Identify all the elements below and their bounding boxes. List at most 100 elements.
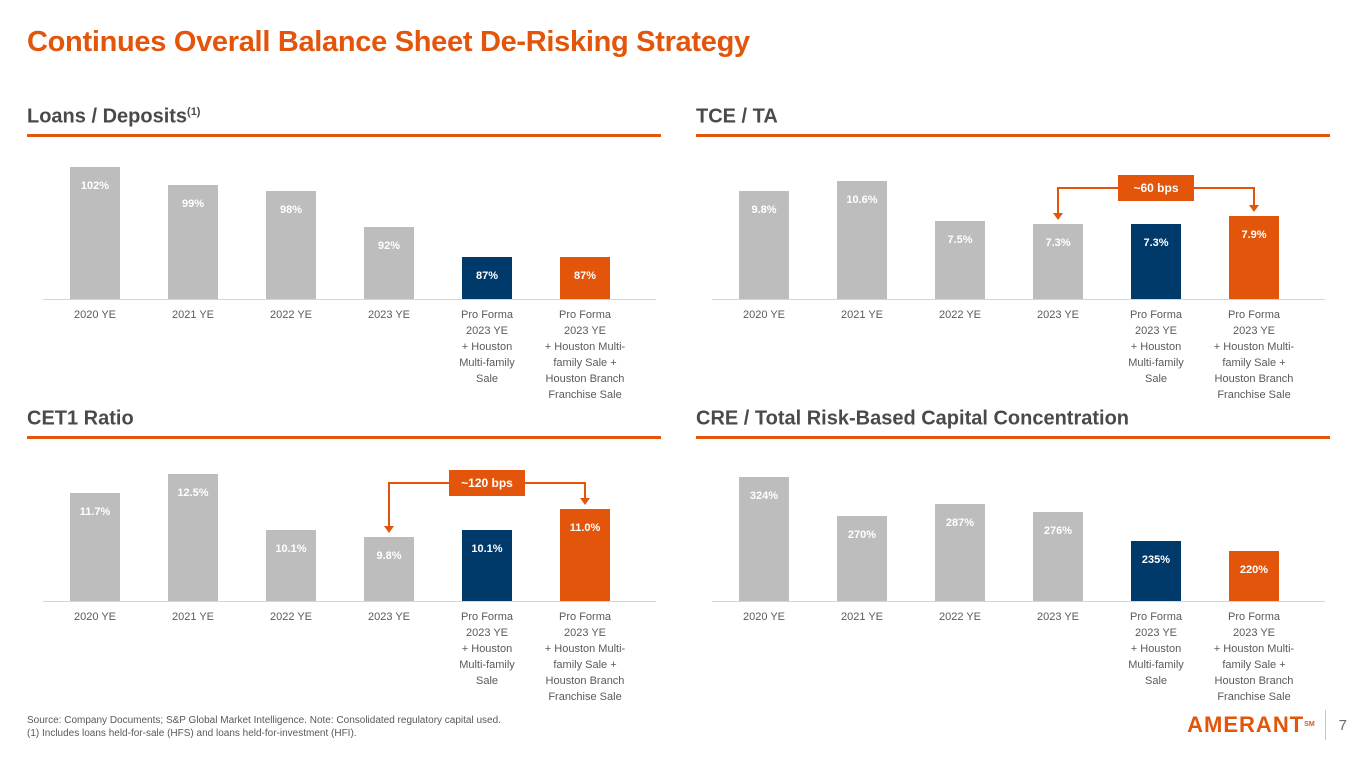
bar: 10.1% xyxy=(462,529,512,601)
x-axis-labels: 2020 YE 2021 YE 2022 YE 2023 YE Pro Forma 202… xyxy=(43,609,661,707)
bar: 9.8% xyxy=(739,190,789,299)
x-axis-labels: 2020 YE 2021 YE 2022 YE 2023 YE Pro Forma 202… xyxy=(712,307,1330,405)
logo-sm-mark: SM xyxy=(1304,721,1315,728)
x-axis-label: 2023 YE xyxy=(1036,308,1079,321)
bar: 276% xyxy=(1033,511,1083,601)
source-note: Source: Company Documents; S&P Global Ma… xyxy=(27,714,501,740)
x-axis-label: Pro Forma 2023 YE + Houston Multi-family Sal… xyxy=(1128,308,1184,385)
x-axis-label: Pro Forma 2023 YE + Houston Multi-family S… xyxy=(1213,308,1295,401)
bar-value-label: 87% xyxy=(475,269,499,282)
slide-title: Continues Overall Balance Sheet De-Riski… xyxy=(27,26,750,58)
bar: 12.5% xyxy=(168,473,218,601)
bar: 92% xyxy=(364,226,414,299)
x-axis-labels: 2020 YE 2021 YE 2022 YE 2023 YE Pro Forma 202… xyxy=(712,609,1330,707)
arrow-down-icon xyxy=(580,497,590,505)
bar-value-label: 11.7% xyxy=(79,505,111,518)
section-underline xyxy=(696,133,1330,137)
source-line-2: (1) Includes loans held-for-sale (HFS) a… xyxy=(27,728,357,739)
x-axis-label: 2020 YE xyxy=(73,610,116,623)
x-axis-line xyxy=(43,298,656,300)
bar: 10.6% xyxy=(837,180,887,299)
x-axis-label: 2020 YE xyxy=(73,308,116,321)
x-axis-labels: 2020 YE 2021 YE 2022 YE 2023 YE Pro Forma 202… xyxy=(43,307,661,405)
annotation-badge: ~60 bps xyxy=(1118,174,1194,201)
x-axis-label: 2023 YE xyxy=(367,308,410,321)
x-axis-label: 2021 YE xyxy=(840,610,883,623)
bar-value-label: 287% xyxy=(945,516,975,529)
chart-panel-tce-ta: TCE / TA 9.8% 10.6% 7.5% 7.3% 7.3% 7.9% ~60 bp… xyxy=(696,99,1330,405)
bar-value-label: 9.8% xyxy=(751,203,777,216)
bar: 11.7% xyxy=(70,492,120,601)
bar-value-label: 276% xyxy=(1043,524,1073,537)
chart-title: CET1 Ratio xyxy=(27,407,134,430)
x-axis-label: 2020 YE xyxy=(742,610,785,623)
bar: 270% xyxy=(837,515,887,601)
bar-value-label: 270% xyxy=(847,528,877,541)
bar: 7.3% xyxy=(1033,223,1083,299)
chart-panel-loans-deposits: Loans / Deposits(1) 102% 99% 98% 92% 87% 87% … xyxy=(27,99,661,405)
bar: 87% xyxy=(462,256,512,299)
bar: 7.9% xyxy=(1229,215,1279,299)
bar-value-label: 7.5% xyxy=(947,233,973,246)
bar: 287% xyxy=(935,503,985,601)
x-axis-label: 2023 YE xyxy=(367,610,410,623)
footnote-marker: (1) xyxy=(187,106,201,118)
section-header: CET1 Ratio xyxy=(27,401,661,432)
x-axis-line xyxy=(43,600,656,602)
bar-chart-plot: 11.7% 12.5% 10.1% 9.8% 10.1% 11.0% ~120 bps xyxy=(43,460,659,602)
page-number: 7 xyxy=(1338,716,1347,734)
bar: 10.1% xyxy=(266,529,316,601)
bar: 7.5% xyxy=(935,220,985,299)
x-axis-line xyxy=(712,600,1325,602)
bar: 324% xyxy=(739,476,789,601)
section-header: TCE / TA xyxy=(696,99,1330,130)
bar: 98% xyxy=(266,190,316,299)
bar-value-label: 9.8% xyxy=(376,549,402,562)
x-axis-label: 2021 YE xyxy=(171,308,214,321)
bar-value-label: 102% xyxy=(80,179,110,192)
chart-panel-cre-concentration: CRE / Total Risk-Based Capital Concentra… xyxy=(696,401,1330,707)
bar: 99% xyxy=(168,184,218,299)
bar: 9.8% xyxy=(364,536,414,601)
bar-chart-plot: 102% 99% 98% 92% 87% 87% xyxy=(43,158,659,300)
bar: 235% xyxy=(1131,540,1181,601)
x-axis-label: 2022 YE xyxy=(938,610,981,623)
bar: 87% xyxy=(560,256,610,299)
bar-value-label: 7.3% xyxy=(1045,236,1071,249)
annotation-line xyxy=(1057,186,1059,213)
x-axis-label: 2022 YE xyxy=(938,308,981,321)
x-axis-label: Pro Forma 2023 YE + Houston Multi-family Sal… xyxy=(459,610,515,687)
bar-value-label: 10.1% xyxy=(275,542,307,555)
chart-title: Loans / Deposits xyxy=(27,105,188,128)
bar-chart-plot: 324% 270% 287% 276% 235% 220% xyxy=(712,460,1328,602)
footer-brand: AMERANT SM 7 xyxy=(1187,710,1347,740)
x-axis-label: Pro Forma 2023 YE + Houston Multi-family S… xyxy=(544,610,626,703)
x-axis-label: Pro Forma 2023 YE + Houston Multi-family S… xyxy=(1213,610,1295,703)
x-axis-label: Pro Forma 2023 YE + Houston Multi-family Sal… xyxy=(1128,610,1184,687)
chart-title: TCE / TA xyxy=(696,105,778,128)
x-axis-label: 2021 YE xyxy=(840,308,883,321)
x-axis-label: 2020 YE xyxy=(742,308,785,321)
x-axis-label: 2022 YE xyxy=(269,308,312,321)
arrow-down-icon xyxy=(1249,204,1259,212)
x-axis-line xyxy=(712,298,1325,300)
bar-value-label: 324% xyxy=(749,489,779,502)
bar-value-label: 99% xyxy=(181,197,205,210)
section-header: Loans / Deposits(1) xyxy=(27,99,661,130)
section-header: CRE / Total Risk-Based Capital Concentra… xyxy=(696,401,1330,432)
section-underline xyxy=(27,435,661,439)
bar-value-label: 98% xyxy=(279,203,303,216)
bar-value-label: 7.9% xyxy=(1241,228,1267,241)
bar-value-label: 92% xyxy=(377,239,401,252)
bar-value-label: 12.5% xyxy=(177,486,209,499)
bar-value-label: 87% xyxy=(573,269,597,282)
bar: 220% xyxy=(1229,550,1279,601)
arrow-down-icon xyxy=(1053,212,1063,220)
source-line-1: Source: Company Documents; S&P Global Ma… xyxy=(27,715,501,726)
annotation-badge: ~120 bps xyxy=(449,469,525,496)
annotation-line xyxy=(388,481,390,526)
footer-divider xyxy=(1324,710,1326,740)
arrow-down-icon xyxy=(384,525,394,533)
bar-chart-plot: 9.8% 10.6% 7.5% 7.3% 7.3% 7.9% ~60 bps xyxy=(712,158,1328,300)
